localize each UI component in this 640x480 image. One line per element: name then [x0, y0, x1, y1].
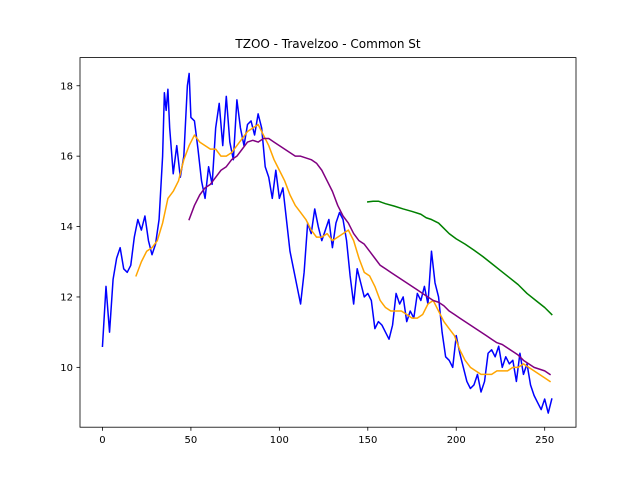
plot-frame: [79, 57, 577, 428]
series-line-2: [135, 123, 552, 383]
x-axis: 0 50 100 150 200 250: [99, 427, 554, 446]
x-tick-label: 150: [358, 435, 377, 446]
y-tick-label: 12: [60, 292, 73, 303]
x-tick-label: 50: [185, 435, 198, 446]
y-tick-label: 16: [60, 152, 73, 163]
series-line-3: [188, 137, 552, 376]
chart-title: TZOO - Travelzoo - Common St: [234, 37, 420, 51]
y-tick-label: 10: [60, 363, 73, 374]
y-tick-label: 18: [60, 81, 73, 92]
series-line-4: [366, 200, 553, 316]
x-tick-label: 100: [270, 435, 289, 446]
series-line-1: [101, 72, 553, 414]
y-tick-label: 14: [60, 222, 73, 233]
y-axis: 10 12 14 16 18: [60, 81, 80, 374]
series-layer: [101, 72, 553, 414]
x-tick-label: 250: [535, 435, 554, 446]
x-tick-label: 200: [447, 435, 466, 446]
x-tick-label: 0: [99, 435, 105, 446]
